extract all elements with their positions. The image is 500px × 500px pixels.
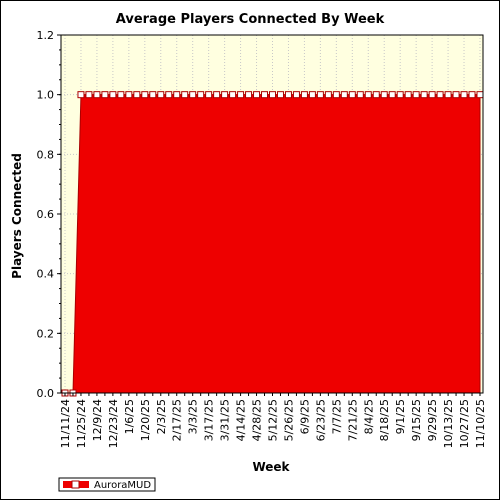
data-point — [340, 91, 348, 99]
x-tick-label: 6/23/25 — [314, 399, 327, 441]
chart-title: Average Players Connected By Week — [116, 12, 385, 27]
x-tick-label: 3/3/25 — [187, 399, 200, 434]
data-point — [245, 91, 253, 99]
data-point — [476, 91, 484, 99]
x-tick-label: 10/27/25 — [458, 399, 471, 448]
data-point — [364, 91, 372, 99]
data-point — [436, 91, 444, 99]
data-point — [380, 91, 388, 99]
data-point — [404, 91, 412, 99]
data-point — [356, 91, 364, 99]
data-point — [316, 91, 324, 99]
x-tick-label: 4/28/25 — [251, 399, 264, 441]
data-point — [149, 91, 157, 99]
legend-marker — [71, 480, 80, 489]
data-point — [77, 91, 85, 99]
data-point — [372, 91, 380, 99]
data-point — [300, 91, 308, 99]
data-point — [308, 91, 316, 99]
x-tick-label: 1/6/25 — [123, 399, 136, 434]
data-point — [85, 91, 93, 99]
x-tick-label: 12/23/24 — [107, 399, 120, 448]
data-point — [197, 91, 205, 99]
x-tick-label: 11/11/24 — [59, 399, 72, 448]
data-point — [460, 91, 468, 99]
x-tick-label: 1/20/25 — [139, 399, 152, 441]
data-point — [221, 91, 229, 99]
x-axis-ticks: 11/11/24 11/25/24 12/9/24 12/23/24 1/6/25 1/2… — [59, 393, 487, 448]
legend-label: AuroraMUD — [94, 480, 151, 491]
y-tick-label: 1.2 — [37, 29, 55, 42]
x-tick-label: 8/18/25 — [378, 399, 391, 441]
x-tick-label: 5/12/25 — [267, 399, 280, 441]
series-area-layer — [65, 94, 481, 394]
data-point — [388, 91, 396, 99]
data-point — [269, 91, 276, 99]
data-point — [157, 91, 165, 99]
data-point — [189, 91, 197, 99]
data-point — [101, 91, 109, 99]
data-point — [141, 91, 149, 99]
x-tick-label: 11/25/24 — [75, 399, 88, 448]
x-tick-label: 5/26/25 — [282, 399, 295, 441]
data-point — [420, 91, 428, 99]
data-point — [276, 91, 284, 99]
x-tick-label: 4/14/25 — [235, 399, 248, 441]
x-tick-label: 10/13/25 — [442, 399, 455, 448]
data-point — [428, 91, 436, 99]
data-point — [292, 91, 300, 99]
x-tick-label: 12/9/24 — [91, 399, 104, 441]
data-point — [324, 91, 332, 99]
y-tick-label: 0.0 — [37, 387, 55, 400]
data-point — [229, 91, 237, 99]
y-tick-label: 0.8 — [37, 148, 55, 161]
data-point — [261, 91, 269, 99]
data-point — [253, 91, 261, 99]
series-area-auroramud — [65, 94, 481, 394]
y-axis-ticks: 0.0 0.2 0.4 0.6 0.8 1.0 1.2 — [37, 29, 61, 400]
x-axis-label: Week — [252, 460, 290, 474]
y-tick-label: 0.6 — [37, 208, 55, 221]
data-point — [93, 91, 101, 99]
x-tick-label: 7/21/25 — [346, 399, 359, 441]
data-point — [412, 91, 420, 99]
x-tick-label: 8/4/25 — [362, 399, 375, 434]
data-point — [125, 91, 133, 99]
y-tick-label: 0.2 — [37, 327, 55, 340]
data-point — [348, 91, 356, 99]
x-tick-label: 11/10/25 — [474, 399, 487, 448]
legend: AuroraMUD — [58, 477, 156, 492]
data-points — [61, 91, 484, 397]
x-tick-label: 2/17/25 — [171, 399, 184, 441]
data-point — [237, 91, 245, 99]
x-tick-label: 9/29/25 — [426, 399, 439, 441]
x-tick-label: 9/15/25 — [410, 399, 423, 441]
data-point — [468, 91, 476, 99]
x-tick-label: 3/31/25 — [219, 399, 232, 441]
data-point — [117, 91, 125, 99]
y-tick-label: 0.4 — [37, 268, 55, 281]
data-point — [181, 91, 189, 99]
data-point — [396, 91, 404, 99]
data-point — [205, 91, 213, 99]
data-point — [284, 91, 292, 99]
data-point — [452, 91, 460, 99]
data-point — [444, 91, 452, 99]
x-tick-label: 6/9/25 — [298, 399, 311, 434]
data-point — [109, 91, 117, 99]
x-tick-label: 7/7/25 — [330, 399, 343, 434]
data-point — [213, 91, 221, 99]
data-point — [133, 91, 141, 99]
data-point — [165, 91, 173, 99]
x-tick-label: 2/3/25 — [155, 399, 168, 434]
y-axis-label: Players Connected — [10, 153, 24, 279]
x-tick-label: 3/17/25 — [203, 399, 216, 441]
data-point — [332, 91, 340, 99]
data-point — [173, 91, 181, 99]
x-tick-label: 9/1/25 — [394, 399, 407, 434]
y-tick-label: 1.0 — [37, 89, 55, 102]
